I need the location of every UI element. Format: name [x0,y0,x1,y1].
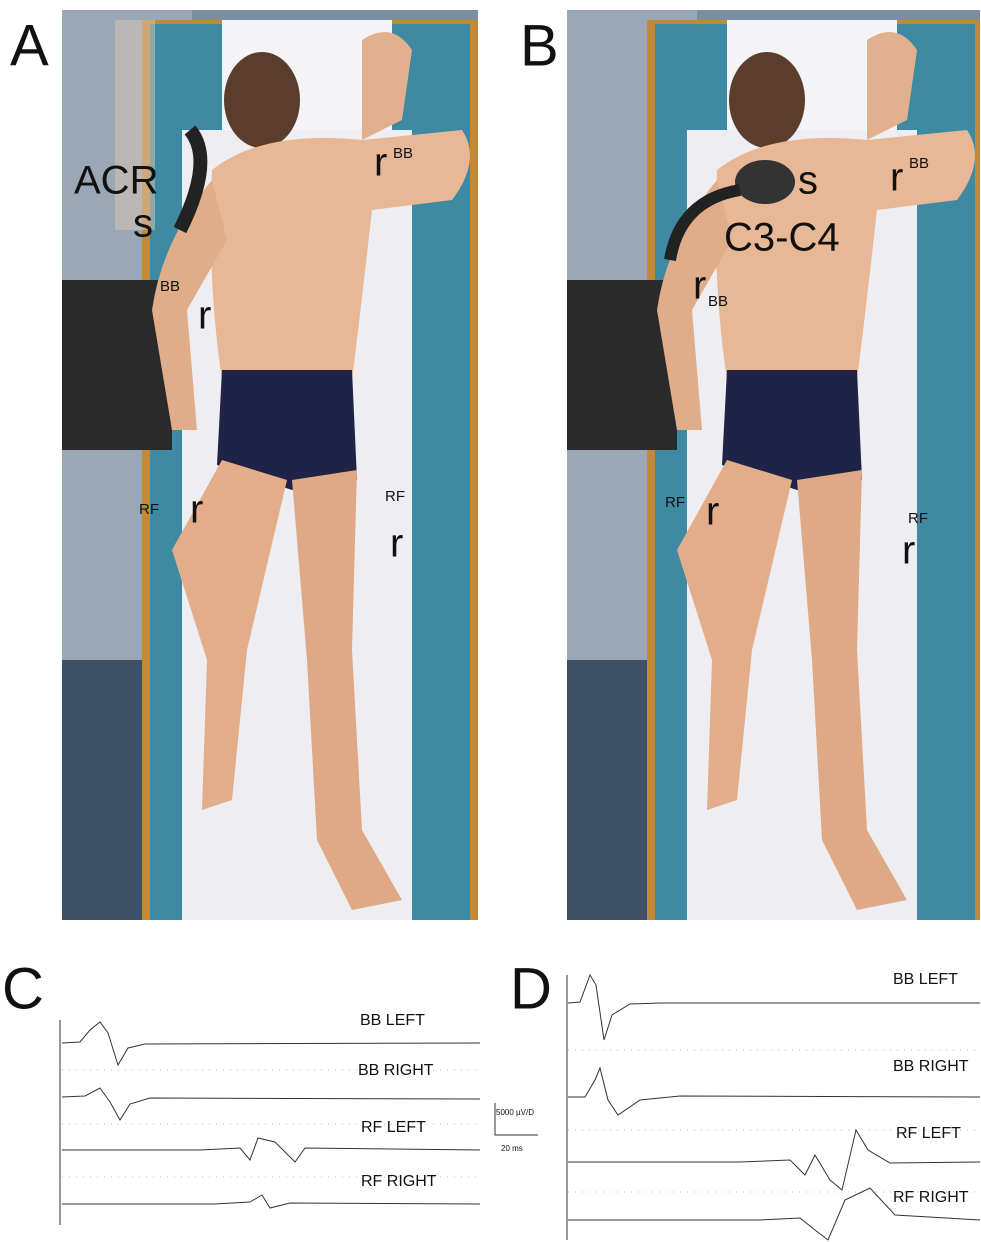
annotation: RF [139,501,159,518]
annotation: ACR [74,159,158,203]
annotation: r [902,529,915,573]
channel-label: RF LEFT [361,1119,426,1136]
annotation: s [798,159,818,203]
channel-label: BB RIGHT [893,1058,969,1075]
scale-label: 5000 µV/D [496,1108,534,1117]
photo-b [567,10,980,920]
annotation: RF [665,494,685,511]
panel-label: D [510,956,552,1021]
channel-label: RF RIGHT [893,1189,969,1206]
panel-label: B [520,13,559,78]
annotation: r [706,490,719,534]
annotation: BB [909,155,929,172]
annotation: s [133,202,153,246]
panel-label: C [2,956,44,1021]
channel-label: BB LEFT [360,1012,425,1029]
channel-label: BB RIGHT [358,1062,434,1079]
annotation: r [374,141,387,185]
annotation: r [890,156,903,200]
annotation: C3-C4 [724,216,840,260]
annotation: r [190,488,203,532]
annotation: BB [393,145,413,162]
channel-label: RF LEFT [896,1125,961,1142]
annotation: r [390,522,403,566]
panel-label: A [10,13,49,78]
annotation: RF [908,510,928,527]
channel-label: RF RIGHT [361,1173,437,1190]
photo-a [62,10,478,920]
annotation: BB [160,278,180,295]
channel-label: BB LEFT [893,971,958,988]
annotation: r [693,264,706,308]
traces-c [59,1020,538,1225]
annotation: RF [385,488,405,505]
scale-label: 20 ms [501,1144,523,1153]
annotation: r [198,294,211,338]
annotation: BB [708,293,728,310]
traces-d [566,973,981,1241]
